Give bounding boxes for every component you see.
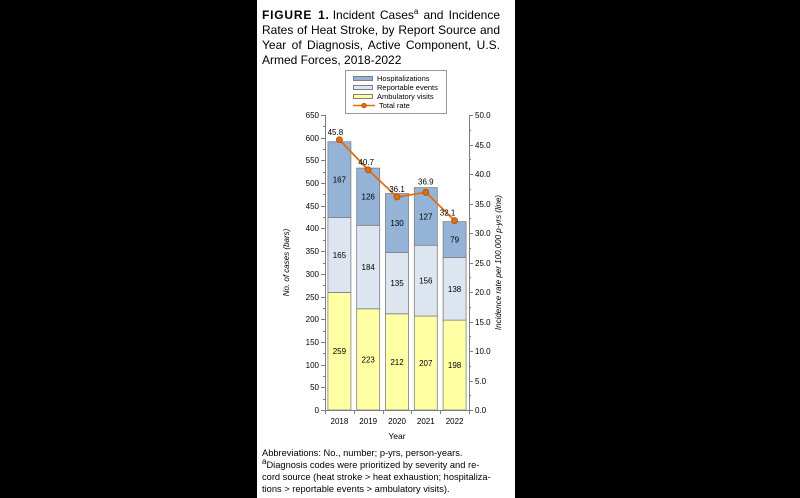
right-axis-tick-label: 25.0 — [475, 259, 491, 268]
total-rate-label: 40.7 — [358, 158, 374, 167]
right-axis-tick-label: 15.0 — [475, 318, 491, 327]
left-axis-tick-label: 250 — [306, 293, 320, 302]
legend-label: Ambulatory visits — [377, 92, 434, 101]
combo-chart: 259 165 167 223 184 126 212 135 130 207 156 127 198 1… — [282, 111, 503, 441]
legend-label: Hospitalizations — [377, 74, 430, 83]
bar-value-label: 130 — [390, 219, 404, 228]
bar-value-label: 212 — [390, 358, 404, 367]
bar-value-label: 126 — [362, 193, 376, 202]
bar-value-label: 156 — [419, 277, 433, 286]
total-rate-marker — [451, 217, 459, 225]
figure-panel: FIGURE 1. Incident Casesa and Incidence R… — [257, 0, 515, 498]
right-axis-tick-label: 5.0 — [475, 377, 487, 386]
left-axis-tick-label: 100 — [306, 361, 320, 370]
right-axis-title: Incidence rate per 100,000 p-yrs (line) — [494, 195, 503, 331]
left-axis-tick-label: 150 — [306, 338, 320, 347]
footnote-diagnosis-line3: tions > reportable events > ambulatory v… — [262, 484, 450, 494]
bar-value-label: 138 — [448, 285, 462, 294]
bar-segment — [413, 187, 438, 246]
bar-value-label: 127 — [419, 212, 433, 221]
chart-legend: Hospitalizations Reportable events Ambulat… — [345, 70, 447, 114]
bar-value-label: 79 — [450, 236, 459, 245]
bar-value-label: 167 — [333, 176, 347, 185]
right-axis-tick-label: 45.0 — [475, 141, 491, 150]
x-axis-category-label: 2019 — [359, 417, 377, 426]
legend-label: Total rate — [379, 101, 410, 110]
right-axis-tick-label: 40.0 — [475, 170, 491, 179]
figure-title-text: Incident Cases — [332, 8, 414, 22]
figure-label: FIGURE 1. — [262, 8, 330, 22]
left-axis-tick-label: 400 — [306, 224, 320, 233]
total-rate-marker — [393, 193, 401, 201]
bar-value-label: 207 — [419, 359, 433, 368]
left-axis-tick-label: 500 — [306, 179, 320, 188]
bar-value-label: 259 — [333, 347, 347, 356]
legend-item: Total rate — [353, 101, 446, 110]
footnote-diagnosis-line2: cord source (heat stroke > heat exhausti… — [262, 472, 491, 482]
right-axis-tick-label: 0.0 — [475, 406, 487, 415]
left-axis-tick-label: 350 — [306, 247, 320, 256]
total-rate-marker — [364, 166, 372, 174]
x-axis-category-label: 2020 — [388, 417, 406, 426]
left-axis-tick-label: 200 — [306, 315, 320, 324]
legend-label: Reportable events — [377, 83, 438, 92]
left-axis-tick-label: 0 — [315, 406, 320, 415]
legend-swatch — [353, 76, 373, 81]
left-axis-tick-label: 300 — [306, 270, 320, 279]
bar-value-label: 223 — [362, 355, 376, 364]
left-axis-tick-label: 50 — [310, 383, 319, 392]
chart-area: 259 165 167 223 184 126 212 135 130 207 156 127 198 1… — [257, 0, 515, 498]
bar-value-label: 135 — [390, 279, 404, 288]
footnote-diagnosis-line1: aDiagnosis codes were prioritized by sev… — [262, 456, 480, 470]
x-axis-title: Year — [388, 431, 405, 441]
right-axis-tick-label: 20.0 — [475, 288, 491, 297]
left-axis-tick-label: 650 — [306, 111, 320, 120]
legend-item: Reportable events — [353, 83, 446, 92]
figure-title-text-2: and Incidence Rates of Heat Stroke, by R… — [262, 8, 500, 67]
right-axis-tick-label: 10.0 — [475, 347, 491, 356]
footnote-abbreviations: Abbreviations: No., number; p-yrs, perso… — [262, 448, 463, 458]
figure-title-superscript: a — [413, 7, 419, 16]
legend-item: Hospitalizations — [353, 74, 446, 83]
legend-swatch — [353, 85, 373, 90]
total-rate-label: 36.9 — [418, 177, 434, 186]
left-axis-tick-label: 600 — [306, 134, 320, 143]
bar-segment — [385, 193, 409, 253]
total-rate-label: 36.1 — [389, 185, 405, 194]
x-axis-category-label: 2021 — [417, 417, 435, 426]
legend-swatch — [353, 94, 373, 99]
left-axis-tick-label: 550 — [306, 156, 320, 165]
total-rate-label: 45.8 — [328, 128, 344, 137]
total-rate-label: 32.1 — [440, 209, 456, 218]
x-axis-category-label: 2022 — [446, 417, 464, 426]
bar-value-label: 165 — [333, 251, 347, 260]
figure-title: FIGURE 1. Incident Casesa and Incidence R… — [262, 8, 500, 68]
footnote-superscript: a — [262, 456, 267, 466]
right-axis-tick-label: 35.0 — [475, 200, 491, 209]
left-axis-tick-label: 450 — [306, 202, 320, 211]
x-axis-category-label: 2018 — [331, 417, 349, 426]
total-rate-marker — [422, 188, 430, 196]
bar-value-label: 184 — [362, 263, 376, 272]
right-axis-tick-label: 50.0 — [475, 111, 491, 120]
right-axis-tick-label: 30.0 — [475, 229, 491, 238]
total-rate-marker — [336, 136, 343, 144]
figure-footnotes: Abbreviations: No., number; p-yrs, perso… — [262, 447, 512, 495]
left-axis-title: No. of cases (bars) — [282, 228, 291, 296]
legend-item: Ambulatory visits — [353, 92, 446, 101]
legend-line-swatch — [353, 102, 375, 109]
bar-value-label: 198 — [448, 361, 462, 370]
